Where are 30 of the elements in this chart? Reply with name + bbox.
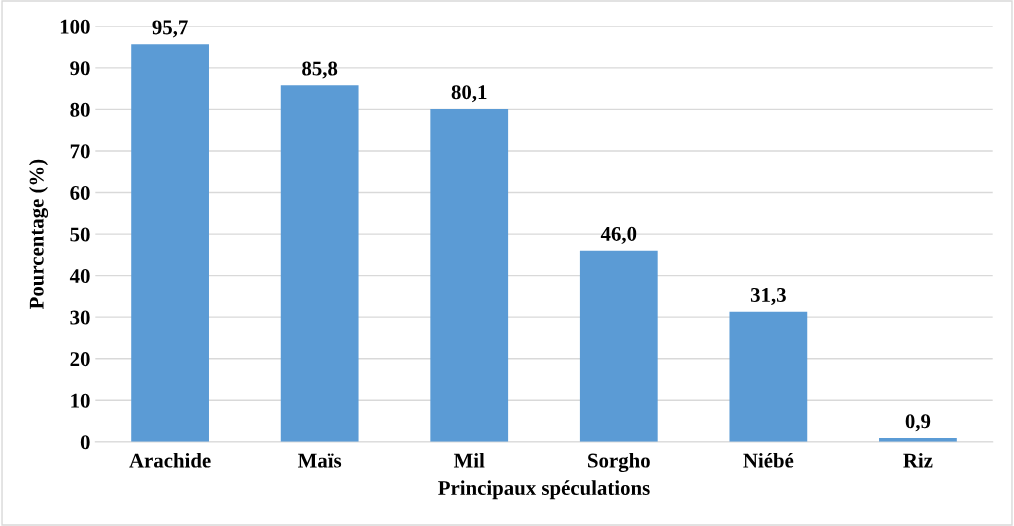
y-tick-label: 60 bbox=[70, 185, 90, 200]
data-label: 0,9 bbox=[905, 414, 931, 432]
bar bbox=[131, 44, 209, 442]
data-label: 80,1 bbox=[451, 85, 487, 103]
x-axis-title: Principaux spéculations bbox=[438, 480, 650, 500]
y-tick-label: 90 bbox=[70, 61, 90, 76]
y-tick-label: 100 bbox=[60, 19, 90, 34]
y-tick-label: 70 bbox=[70, 144, 90, 159]
x-tick-label: Arachide bbox=[129, 452, 211, 468]
data-label: 31,3 bbox=[750, 287, 786, 306]
x-tick-label: Maïs bbox=[298, 453, 342, 468]
y-tick-label: 10 bbox=[71, 393, 90, 408]
data-label: 85,8 bbox=[302, 61, 338, 79]
x-tick-label: Niébé bbox=[743, 452, 794, 468]
y-tick-label: 0 bbox=[80, 435, 90, 450]
bar bbox=[430, 108, 509, 442]
data-label: 95,7 bbox=[152, 20, 188, 38]
x-tick-label: Sorgho bbox=[588, 452, 650, 473]
bar bbox=[579, 250, 658, 442]
bar bbox=[729, 311, 808, 442]
x-tick-label: Riz bbox=[903, 452, 933, 468]
y-axis-title: Pourcentage (%) bbox=[29, 159, 49, 310]
bar bbox=[280, 85, 359, 442]
x-tick-label: Mil bbox=[453, 452, 485, 468]
y-tick-label: 50 bbox=[70, 227, 90, 242]
y-tick-label: 80 bbox=[70, 102, 90, 117]
y-tick-label: 20 bbox=[70, 352, 90, 367]
data-label: 46,0 bbox=[600, 226, 637, 244]
y-tick-label: 30 bbox=[70, 310, 90, 325]
y-tick-label: 40 bbox=[69, 269, 90, 284]
